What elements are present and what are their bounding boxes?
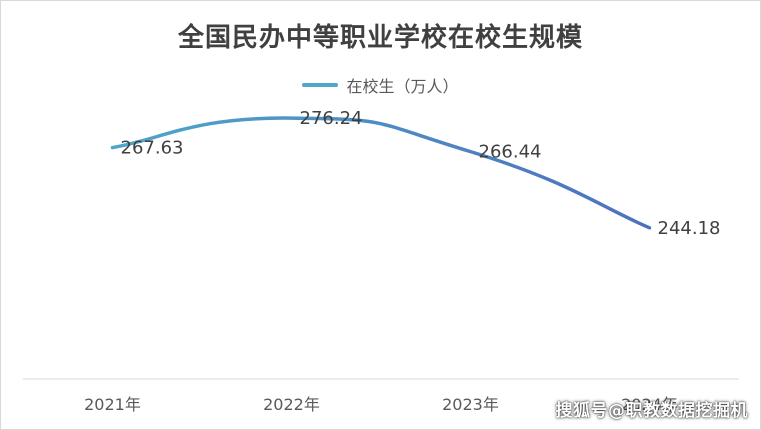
data-label: 244.18 [658, 218, 721, 239]
x-tick-label: 2023年 [442, 395, 499, 414]
data-label: 276.24 [300, 108, 363, 129]
x-tick-label: 2022年 [263, 395, 320, 414]
legend-swatch [302, 83, 339, 87]
data-label: 267.63 [121, 138, 184, 159]
x-tick-label: 2021年 [84, 395, 141, 414]
legend-label: 在校生（万人） [346, 77, 459, 96]
data-label: 266.44 [479, 142, 542, 163]
x-tick-label: 2024年 [621, 395, 678, 414]
chart-title: 全国民办中等职业学校在校生规模 [177, 23, 583, 53]
series-line [110, 116, 652, 230]
watermark: 搜狐号@职教数据挖掘机 [555, 401, 748, 421]
legend: 在校生（万人） [1, 73, 760, 97]
